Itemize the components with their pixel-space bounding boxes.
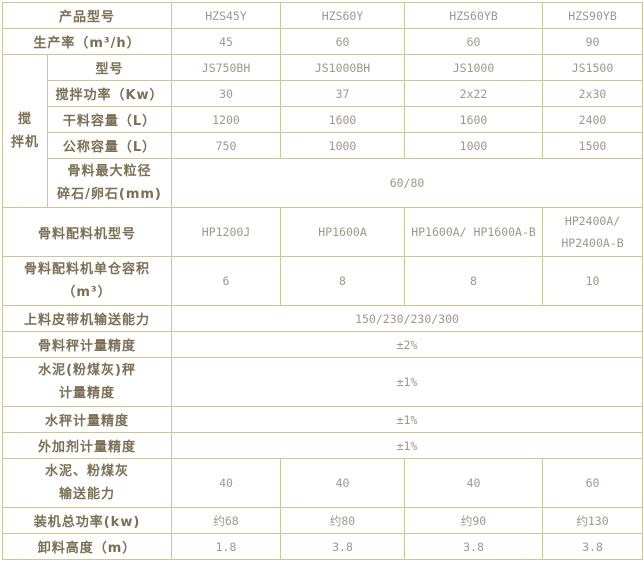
row-mixer-model: 搅 拌机 型号 JS750BH JS1000BH JS1000 JS1500: [2, 54, 644, 208]
cell-value-span: ±1%: [171, 406, 644, 433]
row-mixer-power: 搅拌功率（Kw） 30 37 2x22 2x30: [3, 80, 644, 107]
row-label: 生产率（m³/h）: [1, 28, 173, 55]
mixer-group-label-line1: 搅: [17, 112, 32, 127]
row-label-line1: 骨料最大粒径: [67, 164, 152, 179]
row-label: 水泥(粉煤灰)秤 计量精度: [1, 357, 173, 407]
row-batcher-model: 骨料配料机型号 HP1200J HP1600A HP1600A/ HP1600A…: [1, 207, 644, 257]
row-label: 上料皮带机输送能力: [1, 305, 173, 332]
row-label: 骨料秤计量精度: [1, 331, 173, 358]
cell-value: JS750BH: [171, 54, 282, 81]
cell-value: 40: [280, 458, 406, 508]
cell-value: 60: [404, 28, 544, 55]
row-label: 公称容量（L）: [46, 132, 173, 159]
row-label: 骨料最大粒径 碎石/卵石(mm): [46, 158, 173, 208]
cell-value: 约90: [404, 507, 544, 534]
cell-value: JS1000: [404, 54, 544, 81]
cell-value: 10: [542, 256, 644, 306]
cell-value: HZS90YB: [542, 2, 644, 29]
cell-value: 约80: [280, 507, 406, 534]
cell-value: 45: [171, 28, 282, 55]
cell-value: 3.8: [280, 533, 406, 560]
cell-value: HZS60YB: [404, 2, 544, 29]
row-label: 骨料配料机单仓容积 （m³）: [1, 256, 173, 306]
row-label-line1: 水泥(粉煤灰)秤: [38, 363, 136, 378]
row-label: 水秤计量精度: [1, 406, 173, 433]
row-max-aggregate-size: 骨料最大粒径 碎石/卵石(mm) 60/80: [3, 158, 644, 208]
row-label: 型号: [46, 54, 173, 81]
row-label-line2: 计量精度: [59, 386, 116, 401]
mixer-group-label-line2: 拌机: [10, 135, 39, 150]
row-admixture-accuracy: 外加剂计量精度 ±1%: [1, 432, 644, 459]
cell-value: 6: [171, 256, 282, 306]
cell-value: 8: [280, 256, 406, 306]
cell-value: 60: [542, 458, 644, 508]
cell-value: HP1600A: [280, 207, 406, 257]
row-cement-convey-capacity: 水泥、粉煤灰 输送能力 40 40 40 60: [1, 458, 644, 508]
row-label: 外加剂计量精度: [1, 432, 173, 459]
cell-value: 2400: [542, 106, 644, 133]
cell-value: 1000: [280, 132, 406, 159]
cell-value: 8: [404, 256, 544, 306]
row-cement-scale-accuracy: 水泥(粉煤灰)秤 计量精度 ±1%: [1, 357, 644, 407]
cell-value-span: ±1%: [171, 357, 644, 407]
cell-value: 37: [280, 80, 406, 107]
row-nominal-capacity: 公称容量（L） 750 1000 1000 1500: [3, 132, 644, 159]
row-label: 卸料高度（m）: [1, 533, 173, 560]
cell-value-span: ±2%: [171, 331, 644, 358]
cell-value: 1600: [280, 106, 406, 133]
row-total-installed-power: 装机总功率(kw) 约68 约80 约90 约130: [1, 507, 644, 534]
row-label: 搅拌功率（Kw）: [46, 80, 173, 107]
cell-value: 40: [171, 458, 282, 508]
cell-value: 750: [171, 132, 282, 159]
cell-value: 60: [280, 28, 406, 55]
row-label: 装机总功率(kw): [1, 507, 173, 534]
cell-value-span: 150/230/230/300: [171, 305, 644, 332]
cell-value-span: 60/80: [171, 158, 644, 208]
row-belt-capacity: 上料皮带机输送能力 150/230/230/300: [1, 305, 644, 332]
row-label-line2: 输送能力: [59, 487, 116, 502]
row-product-model: 产品型号 HZS45Y HZS60Y HZS60YB HZS90YB: [1, 2, 644, 29]
cell-value: 2x22: [404, 80, 544, 107]
row-aggregate-scale-accuracy: 骨料秤计量精度 ±2%: [1, 331, 644, 358]
cell-value: 30: [171, 80, 282, 107]
cell-value: 3.8: [404, 533, 544, 560]
row-discharge-height: 卸料高度（m） 1.8 3.8 3.8 3.8: [1, 533, 644, 560]
cell-value: 90: [542, 28, 644, 55]
row-batcher-bin-volume: 骨料配料机单仓容积 （m³） 6 8 8 10: [1, 256, 644, 306]
row-label-line1: 水泥、粉煤灰: [45, 464, 130, 479]
row-label: 产品型号: [1, 2, 173, 29]
cell-value: HP1600A/ HP1600A-B: [404, 207, 544, 257]
cell-value: 1600: [404, 106, 544, 133]
cell-value: 1000: [404, 132, 544, 159]
row-label-line1: 骨料配料机单仓容积: [24, 262, 151, 277]
cell-value: JS1000BH: [280, 54, 406, 81]
row-water-scale-accuracy: 水秤计量精度 ±1%: [1, 406, 644, 433]
cell-value: HZS45Y: [171, 2, 282, 29]
cell-value: HP1200J: [171, 207, 282, 257]
cell-value: 3.8: [542, 533, 644, 560]
cell-value: 1500: [542, 132, 644, 159]
cell-value: JS1500: [542, 54, 644, 81]
cell-value: 约130: [542, 507, 644, 534]
cell-value: 约68: [171, 507, 282, 534]
row-dry-capacity: 干料容量（L） 1200 1600 1600 2400: [3, 106, 644, 133]
cell-value: HP2400A/ HP2400A-B: [542, 207, 644, 257]
cell-value: 1.8: [171, 533, 282, 560]
cell-value-span: ±1%: [171, 432, 644, 459]
row-label: 骨料配料机型号: [1, 207, 173, 257]
cell-value: 40: [404, 458, 544, 508]
row-label: 水泥、粉煤灰 输送能力: [1, 458, 173, 508]
row-productivity: 生产率（m³/h） 45 60 60 90: [1, 28, 644, 55]
cell-value: 2x30: [542, 80, 644, 107]
cell-value: HZS60Y: [280, 2, 406, 29]
row-label-line2: 碎石/卵石(mm): [57, 187, 162, 202]
row-label-line2: （m³）: [62, 285, 112, 300]
mixer-group-label: 搅 拌机: [2, 54, 48, 208]
cell-value: 1200: [171, 106, 282, 133]
row-label: 干料容量（L）: [46, 106, 173, 133]
